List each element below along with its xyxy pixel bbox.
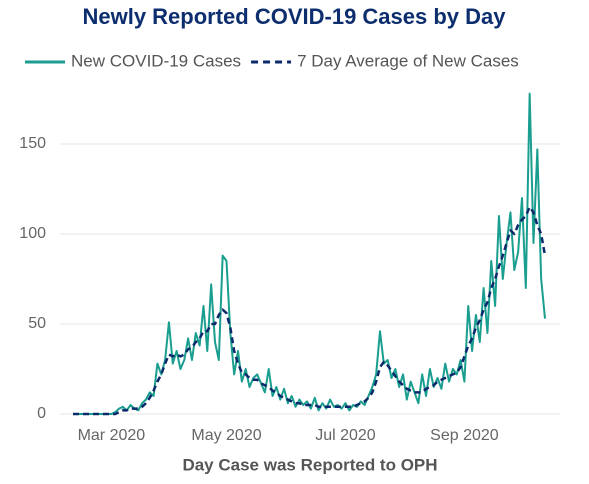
legend-label: New COVID-19 Cases [71,51,241,70]
y-tick-label: 50 [28,315,46,332]
chart-title: Newly Reported COVID-19 Cases by Day [82,4,506,29]
x-tick-label: Jul 2020 [315,427,376,444]
legend-label: 7 Day Average of New Cases [297,51,519,70]
y-tick-label: 0 [37,405,46,422]
data-line [73,92,546,415]
average-line [73,205,547,416]
x-tick-label: May 2020 [191,427,261,444]
x-tick-label: Sep 2020 [430,427,499,444]
y-tick-label: 100 [19,225,46,242]
y-tick-label: 150 [19,135,46,152]
x-axis-title: Day Case was Reported to OPH [182,455,437,474]
x-tick-label: Mar 2020 [78,427,146,444]
